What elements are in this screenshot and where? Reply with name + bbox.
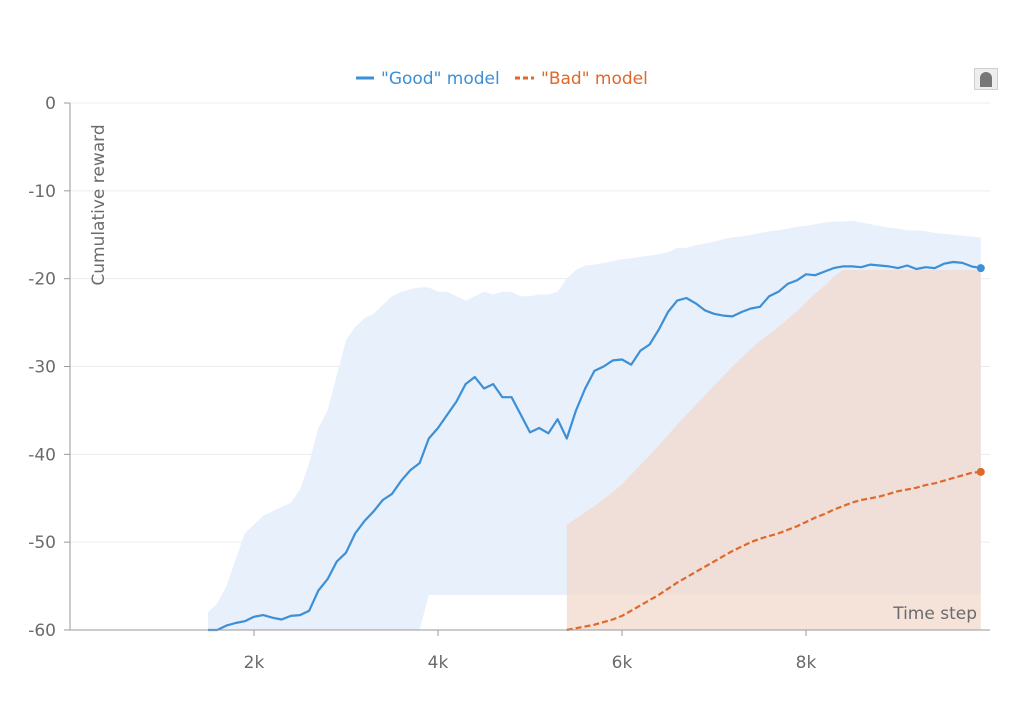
legend-item-good[interactable]: "Good" model [356,69,500,89]
y-tick-label-6: -60 [28,621,56,641]
x-tick-label-0: 2k [244,653,265,673]
x-tick-label-2: 6k [612,653,633,673]
x-tick-label-1: 4k [428,653,449,673]
series-lines [208,260,985,632]
x-axis-title: Time step [892,604,977,624]
y-tick-label-5: -50 [28,533,56,553]
legend-item-bad[interactable]: "Bad" model [515,69,648,89]
series-line-bad [566,470,981,632]
legend: "Good" model "Bad" model [356,69,648,89]
series-end-point-bad [976,467,985,476]
confidence-band-bad [566,269,981,630]
chart-menu-icon[interactable] [974,68,998,90]
y-tick-label-3: -30 [28,358,56,378]
confidence-bands [208,220,981,630]
x-tick-label-3: 8k [796,653,817,673]
y-axis-title: Cumulative reward [89,124,109,285]
x-ticks: 2k 4k 6k 8k [244,630,817,673]
y-tick-label-1: -10 [28,182,56,202]
y-tick-label-2: -20 [28,270,56,290]
y-tick-label-4: -40 [28,445,56,465]
legend-label-bad: "Bad" model [541,69,648,89]
legend-label-good: "Good" model [381,69,500,89]
series-end-point-good [976,264,985,273]
series-line-good [208,260,981,632]
y-ticks: 0 -10 -20 -30 -40 -50 -60 [28,94,70,641]
y-tick-label-0: 0 [45,94,56,114]
